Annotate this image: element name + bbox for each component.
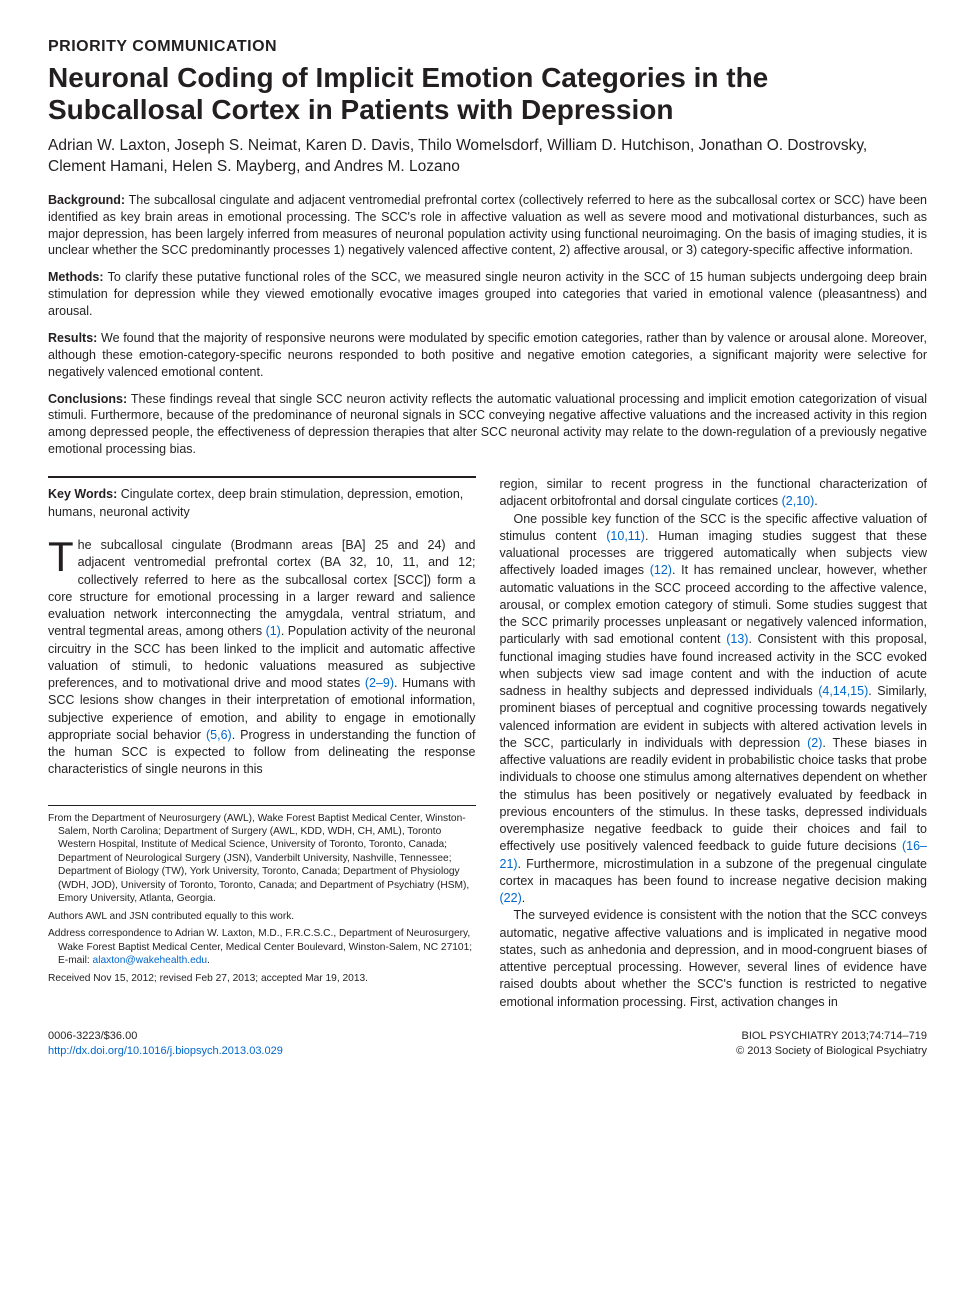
ref-12[interactable]: (12) [650,563,672,577]
ref-5-6[interactable]: (5,6) [206,728,232,742]
ref-2-10[interactable]: (2,10) [782,494,815,508]
abstract-block: Background: The subcallosal cingulate an… [48,192,927,458]
abstract-conclusions: Conclusions: These findings reveal that … [48,391,927,459]
body-columns: Key Words: Cingulate cortex, deep brain … [48,476,927,1011]
ref-22[interactable]: (22) [500,891,522,905]
ref-10-11[interactable]: (10,11) [606,529,645,543]
keywords-label: Key Words: [48,487,117,501]
ref-2b[interactable]: (2) [807,736,822,750]
ref-13[interactable]: (13) [726,632,748,646]
article-title: Neuronal Coding of Implicit Emotion Cate… [48,62,927,126]
dropcap: T [48,537,78,575]
background-label: Background: [48,193,125,207]
methods-text: To clarify these putative functional rol… [48,270,927,318]
ref-4-14-15[interactable]: (4,14,15) [818,684,868,698]
left-column: Key Words: Cingulate cortex, deep brain … [48,476,476,1011]
results-label: Results: [48,331,97,345]
page-footer: 0006-3223/$36.00 http://dx.doi.org/10.10… [48,1029,927,1059]
issn-price: 0006-3223/$36.00 [48,1029,283,1044]
affiliation-from: From the Department of Neurosurgery (AWL… [48,812,476,906]
copyright: © 2013 Society of Biological Psychiatry [736,1044,927,1059]
correspondence-email[interactable]: alaxton@wakehealth.edu [93,955,208,966]
body-p2: One possible key function of the SCC is … [500,511,928,908]
authors-list: Adrian W. Laxton, Joseph S. Neimat, Kare… [48,136,927,178]
body-p1-left: The subcallosal cingulate (Brodmann area… [48,537,476,779]
abstract-background: Background: The subcallosal cingulate an… [48,192,927,260]
section-label: Priority Communication [48,36,927,58]
affiliation-equal: Authors AWL and JSN contributed equally … [48,910,476,923]
footer-left: 0006-3223/$36.00 http://dx.doi.org/10.10… [48,1029,283,1059]
body-p1-right: region, similar to recent progress in th… [500,476,928,511]
citation: BIOL PSYCHIATRY 2013;74:714–719 [736,1029,927,1044]
conclusions-label: Conclusions: [48,392,127,406]
ref-1[interactable]: (1) [266,624,281,638]
footer-right: BIOL PSYCHIATRY 2013;74:714–719 © 2013 S… [736,1029,927,1059]
results-text: We found that the majority of responsive… [48,331,927,379]
conclusions-text: These findings reveal that single SCC ne… [48,392,927,457]
background-text: The subcallosal cingulate and adjacent v… [48,193,927,258]
doi-link[interactable]: http://dx.doi.org/10.1016/j.biopsych.201… [48,1045,283,1057]
abstract-methods: Methods: To clarify these putative funct… [48,269,927,320]
keywords-block: Key Words: Cingulate cortex, deep brain … [48,476,476,521]
affiliation-correspondence: Address correspondence to Adrian W. Laxt… [48,927,476,967]
right-column: region, similar to recent progress in th… [500,476,928,1011]
affiliations-block: From the Department of Neurosurgery (AWL… [48,805,476,985]
ref-2-9[interactable]: (2–9) [365,676,394,690]
abstract-results: Results: We found that the majority of r… [48,330,927,381]
methods-label: Methods: [48,270,104,284]
affiliation-received: Received Nov 15, 2012; revised Feb 27, 2… [48,972,476,985]
body-p3: The surveyed evidence is consistent with… [500,907,928,1011]
